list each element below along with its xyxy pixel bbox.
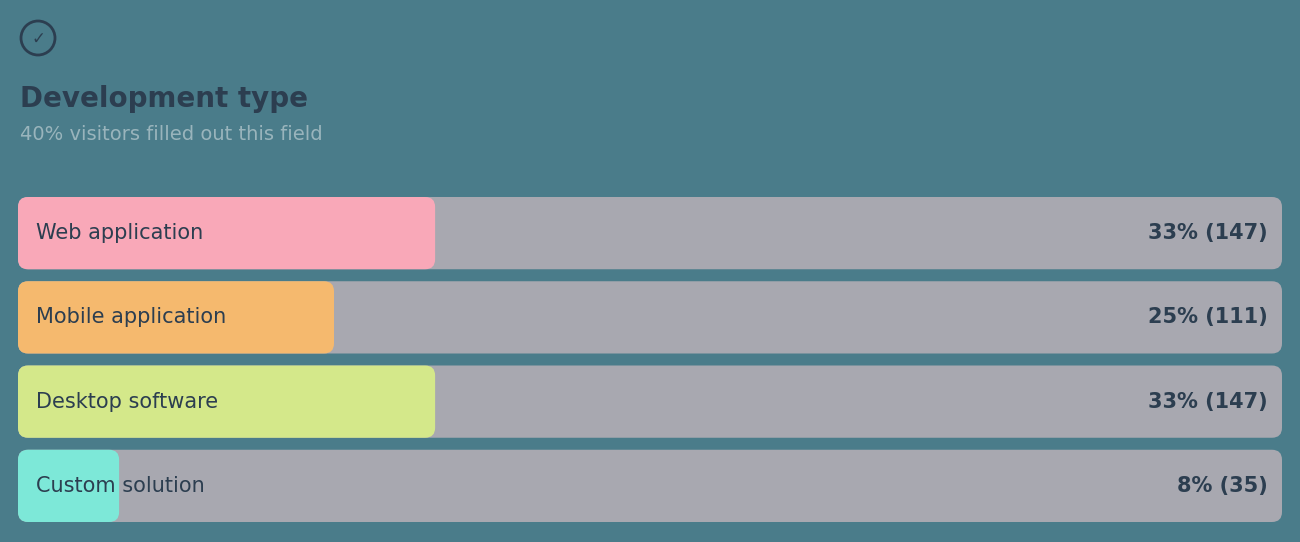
Text: Custom solution: Custom solution — [36, 476, 205, 496]
Text: Development type: Development type — [20, 85, 308, 113]
Text: Web application: Web application — [36, 223, 203, 243]
Text: 25% (111): 25% (111) — [1148, 307, 1268, 327]
FancyBboxPatch shape — [18, 197, 1282, 269]
FancyBboxPatch shape — [18, 365, 1282, 438]
Text: 33% (147): 33% (147) — [1148, 223, 1268, 243]
FancyBboxPatch shape — [18, 365, 436, 438]
FancyBboxPatch shape — [18, 450, 120, 522]
FancyBboxPatch shape — [18, 281, 1282, 353]
FancyBboxPatch shape — [18, 281, 334, 353]
Text: 40% visitors filled out this field: 40% visitors filled out this field — [20, 125, 322, 144]
FancyBboxPatch shape — [18, 197, 436, 269]
FancyBboxPatch shape — [18, 450, 1282, 522]
Text: Mobile application: Mobile application — [36, 307, 226, 327]
Text: ✓: ✓ — [31, 30, 46, 48]
Text: Desktop software: Desktop software — [36, 392, 218, 411]
Text: 8% (35): 8% (35) — [1178, 476, 1268, 496]
Text: 33% (147): 33% (147) — [1148, 392, 1268, 411]
